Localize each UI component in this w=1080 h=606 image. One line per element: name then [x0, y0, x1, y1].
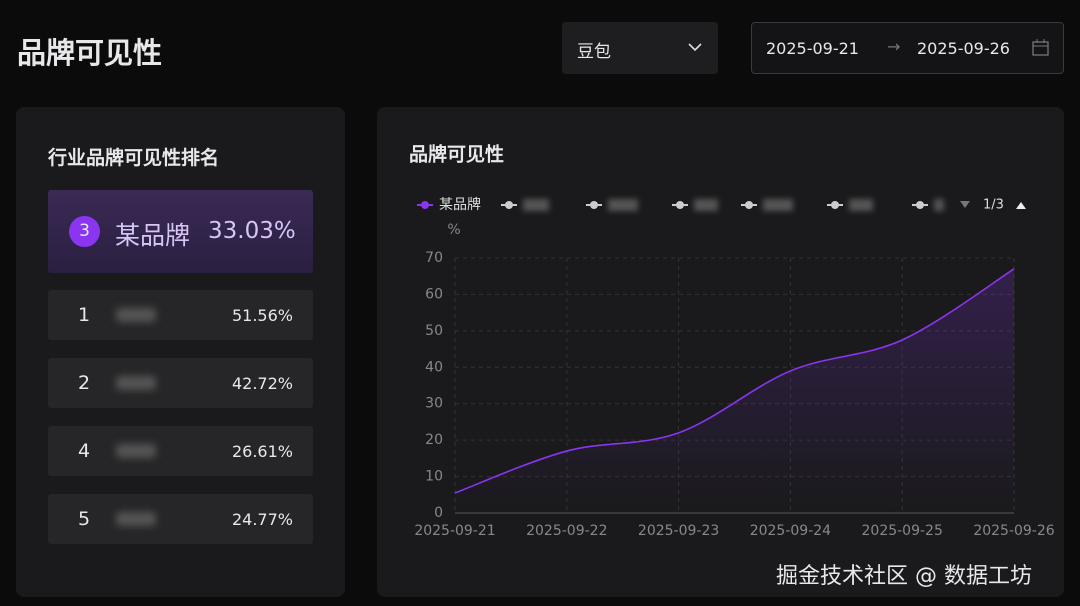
- date-start: 2025-09-21: [766, 39, 859, 58]
- x-tick-label: 2025-09-24: [750, 523, 831, 539]
- y-axis-label: %: [447, 222, 460, 238]
- date-range[interactable]: 2025-09-21 → 2025-09-26: [751, 22, 1064, 74]
- ranking-panel: 行业品牌可见性排名 3 某品牌 33.03% 1 51.56% 2 42.72% 4…: [16, 107, 345, 597]
- legend-dot: [421, 201, 429, 209]
- x-tick-label: 2025-09-26: [973, 523, 1054, 539]
- y-tick-label: 10: [425, 469, 443, 485]
- legend-others: [501, 199, 1026, 211]
- rank-row: 5 24.77%: [48, 494, 313, 544]
- rank-value: 26.61%: [231, 442, 293, 461]
- rank-row: 2 42.72%: [48, 358, 313, 408]
- y-tick-label: 0: [434, 505, 443, 521]
- highlight-value: 33.03%: [208, 218, 296, 244]
- watermark: 掘金技术社区 @ 数据工坊: [776, 564, 1032, 589]
- area: [455, 268, 1014, 513]
- chart-panel: 品牌可见性 % 1/3 0 10 20 30 40 50 60 70 2025-09-21 202…: [377, 107, 1064, 597]
- chart-title: 品牌可见性: [409, 143, 504, 166]
- date-end: 2025-09-26: [917, 39, 1010, 58]
- rank: 4: [78, 440, 91, 462]
- page-title: 品牌可见性: [17, 36, 163, 70]
- chart: 品牌可见性 % 1/3 0 10 20 30 40 50 60 70 2025-09-21 202…: [409, 143, 1055, 540]
- rank-value: 24.77%: [231, 510, 293, 529]
- legend-page: 1/3: [983, 198, 1004, 213]
- x-tick-label: 2025-09-25: [862, 523, 943, 539]
- y-tick-label: 50: [425, 323, 443, 339]
- x-tick-label: 2025-09-23: [638, 523, 719, 539]
- select-value: 豆包: [577, 42, 611, 62]
- legend-label: 某品牌: [439, 196, 481, 213]
- y-tick-label: 70: [425, 250, 443, 266]
- chevron: [688, 43, 702, 52]
- highlight-card: 3 某品牌 33.03%: [48, 190, 313, 273]
- y-tick-label: 60: [425, 286, 443, 302]
- y-tick-label: 20: [425, 432, 443, 448]
- rank: 2: [78, 372, 91, 394]
- highlight-rank: 3: [69, 216, 100, 247]
- rank-row: 1 51.56%: [48, 290, 313, 340]
- rank: 1: [78, 304, 91, 326]
- x-tick-label: 2025-09-21: [414, 523, 495, 539]
- rank-value: 51.56%: [231, 306, 293, 325]
- arrow: →: [887, 37, 901, 56]
- ranking-title: 行业品牌可见性排名: [48, 147, 220, 169]
- line: [454, 268, 1015, 494]
- model-select[interactable]: 豆包: [562, 22, 718, 74]
- rank-row: 4 26.61%: [48, 426, 313, 476]
- highlight-name: 某品牌: [115, 221, 191, 250]
- calendar-icon: [1032, 39, 1049, 56]
- y-tick-label: 30: [425, 396, 443, 412]
- rank-value: 42.72%: [231, 374, 293, 393]
- y-tick-label: 40: [425, 359, 443, 375]
- x-tick-label: 2025-09-22: [526, 523, 607, 539]
- rank: 5: [78, 508, 91, 530]
